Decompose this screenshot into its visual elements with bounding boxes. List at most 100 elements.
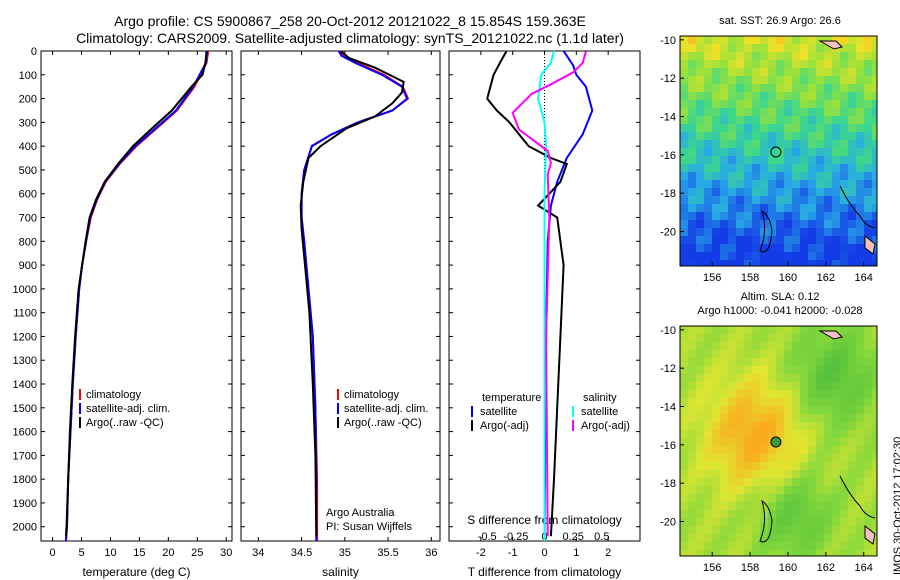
map-cell	[680, 366, 689, 375]
map-cell	[792, 164, 801, 173]
map-cell	[704, 172, 713, 181]
map-cell	[728, 244, 737, 253]
map-cell	[800, 406, 809, 415]
map-cell	[776, 542, 785, 551]
map-cell	[792, 140, 801, 149]
map-cell	[784, 422, 793, 431]
map-cell	[760, 116, 769, 125]
map-cell	[864, 68, 873, 77]
map-cell	[752, 260, 761, 266]
map-cell	[696, 68, 705, 77]
map-cell	[728, 100, 737, 109]
map-cell	[824, 542, 833, 551]
map-cell	[832, 116, 841, 125]
map-cell	[744, 132, 753, 141]
map-cell	[752, 244, 761, 253]
map-cell	[800, 510, 809, 519]
map-cell	[720, 204, 729, 213]
map-cell	[816, 60, 825, 69]
map-cell	[816, 438, 825, 447]
map-cell	[712, 358, 721, 367]
map-cell	[832, 374, 841, 383]
map-cell	[760, 438, 769, 447]
map-cell	[712, 454, 721, 463]
map-cell	[728, 260, 737, 266]
map-cell	[712, 470, 721, 479]
map-cell	[816, 188, 825, 197]
map-cell	[744, 342, 753, 351]
map-cell	[832, 406, 841, 415]
map-cell	[736, 84, 745, 93]
map-cell	[824, 430, 833, 439]
map-cell	[680, 550, 689, 556]
map-cell	[720, 140, 729, 149]
map-cell	[816, 252, 825, 261]
series-line-argo	[486, 51, 569, 537]
map-cell	[824, 84, 833, 93]
map-cell	[680, 172, 689, 181]
map-cell	[872, 44, 877, 53]
legend-label-argo: Argo(..raw -QC)	[86, 417, 164, 429]
map-cell	[744, 84, 753, 93]
map-cell	[808, 172, 817, 181]
map-cell	[768, 382, 777, 391]
map-cell	[800, 398, 809, 407]
map-cell	[768, 446, 777, 455]
map-cell	[712, 414, 721, 423]
map-cell	[768, 398, 777, 407]
depth-tick-label: 1700	[13, 450, 37, 462]
map-cell	[832, 156, 841, 165]
map-cell	[736, 172, 745, 181]
map-cell	[680, 454, 689, 463]
map-cell	[856, 470, 865, 479]
map-cell	[720, 342, 729, 351]
map-cell	[840, 502, 849, 511]
map-cell	[872, 108, 877, 117]
map-cell	[744, 550, 753, 556]
map-cell	[688, 422, 697, 431]
map-cell	[776, 398, 785, 407]
map-cell	[848, 438, 857, 447]
map-cell	[832, 454, 841, 463]
map-cell	[760, 358, 769, 367]
map-cell	[760, 430, 769, 439]
map1-title: sat. SST: 26.9 Argo: 26.6	[719, 15, 841, 27]
map-cell	[832, 326, 841, 335]
x-tick-label: 2	[605, 547, 611, 559]
map-cell	[816, 36, 825, 45]
map-cell	[864, 350, 873, 359]
map-cell	[784, 438, 793, 447]
map-cell	[808, 422, 817, 431]
depth-tick-label: 500	[19, 165, 37, 177]
map-cell	[816, 510, 825, 519]
map-cell	[800, 326, 809, 335]
map-cell	[848, 44, 857, 53]
map-cell	[800, 236, 809, 245]
map-cell	[696, 124, 705, 133]
map-cell	[696, 342, 705, 351]
depth-tick-label: 0	[31, 46, 37, 58]
map-cell	[808, 156, 817, 165]
map-cell	[768, 132, 777, 141]
map-cell	[712, 188, 721, 197]
map-cell	[840, 518, 849, 527]
map-cell	[784, 188, 793, 197]
map-cell	[736, 92, 745, 101]
map-cell	[848, 478, 857, 487]
map-x-tick-label: 164	[855, 272, 873, 284]
map-cell	[720, 454, 729, 463]
map-cell	[848, 470, 857, 479]
map-cell	[680, 534, 689, 543]
map-cell	[792, 478, 801, 487]
map-cell	[760, 188, 769, 197]
map-cell	[816, 462, 825, 471]
map-cell	[792, 374, 801, 383]
map-cell	[824, 52, 833, 61]
map-cell	[808, 470, 817, 479]
map-cell	[704, 132, 713, 141]
map-cell	[824, 156, 833, 165]
map-y-tick-label: -20	[660, 227, 676, 239]
map-cell	[696, 196, 705, 205]
map-cell	[728, 92, 737, 101]
